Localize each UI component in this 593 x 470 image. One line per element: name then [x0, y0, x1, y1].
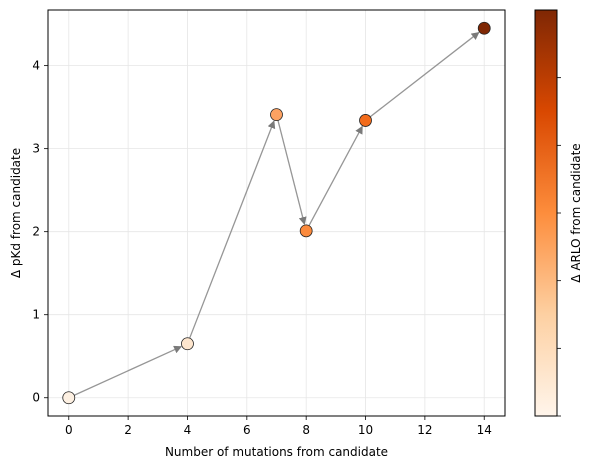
trajectory-arrow: [308, 125, 363, 226]
colorbar-label: Δ ARLO from candidate: [569, 143, 583, 282]
x-tick-label: 6: [243, 423, 251, 437]
x-tick-label: 4: [184, 423, 192, 437]
data-points: [62, 21, 491, 405]
x-tick-label: 12: [417, 423, 432, 437]
trajectory-arrows: [73, 31, 480, 396]
y-tick-label: 0: [32, 391, 40, 405]
trajectory-arrow: [277, 120, 307, 226]
y-axis-label: Δ pKd from candidate: [9, 148, 23, 278]
y-tick-label: 2: [32, 225, 40, 239]
data-point: [181, 337, 194, 351]
plot-frame: [47, 9, 506, 417]
y-axis: 0 1 2 3 4: [32, 59, 48, 405]
x-tick-label: 8: [302, 423, 310, 437]
data-point: [477, 21, 491, 35]
x-tick-label: 14: [477, 423, 492, 437]
y-tick-label: 3: [32, 142, 40, 156]
data-point: [62, 391, 76, 405]
grid: [48, 10, 505, 416]
x-tick-label: 10: [358, 423, 373, 437]
trajectory-arrow: [189, 120, 276, 339]
data-point: [299, 224, 313, 238]
data-point: [270, 108, 283, 122]
trajectory-arrow: [73, 345, 183, 396]
y-tick-label: 4: [32, 59, 40, 73]
x-tick-label: 0: [65, 423, 73, 437]
data-point: [359, 114, 372, 127]
x-axis: 0 2 4 6 8 10 12 14: [65, 416, 492, 437]
y-tick-label: 1: [32, 308, 40, 322]
x-tick-label: 2: [124, 423, 132, 437]
colorbar: [534, 9, 558, 417]
trajectory-arrow: [369, 31, 480, 118]
x-axis-label: Number of mutations from candidate: [165, 445, 388, 459]
colorbar-ticks: [557, 77, 561, 417]
